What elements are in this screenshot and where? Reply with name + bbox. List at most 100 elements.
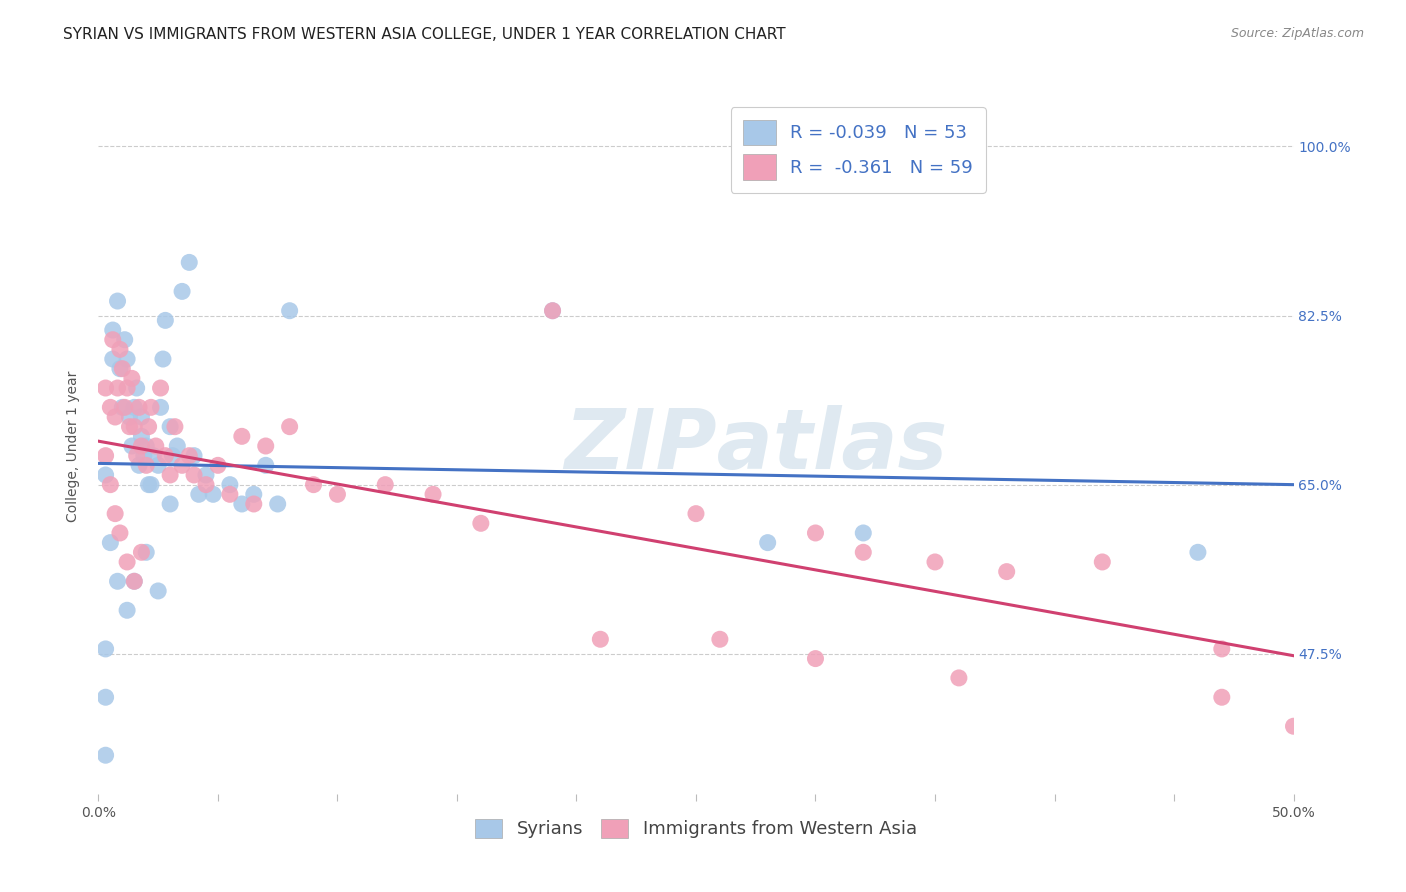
Point (149, 381, 172, 395)
Point (148, 583, 170, 598)
Point (118, 410, 141, 425)
Point (115, 555, 138, 569)
Point (1282, 719, 1305, 733)
Point (231, 497, 253, 511)
Point (94, 642, 117, 657)
Point (1211, 642, 1233, 657)
Point (852, 526, 875, 541)
Point (101, 333, 124, 347)
Point (254, 458, 277, 473)
Point (121, 371, 143, 385)
Point (94, 467, 117, 482)
Point (589, 632, 612, 647)
Point (163, 419, 186, 434)
Point (142, 449, 165, 463)
Point (131, 410, 153, 425)
Point (131, 545, 153, 559)
Point (98, 477, 122, 491)
Point (187, 487, 209, 501)
Point (231, 429, 253, 443)
Point (128, 401, 150, 415)
Point (172, 458, 194, 473)
Point (107, 574, 129, 589)
Point (125, 381, 148, 395)
Point (108, 343, 131, 357)
Point (172, 285, 194, 299)
Point (166, 439, 188, 453)
Point (94, 690, 117, 705)
Point (94, 381, 117, 395)
Point (121, 439, 143, 453)
Point (202, 487, 225, 501)
Point (1091, 555, 1114, 569)
Point (219, 487, 242, 501)
Text: SYRIAN VS IMMIGRANTS FROM WESTERN ASIA COLLEGE, UNDER 1 YEAR CORRELATION CHART: SYRIAN VS IMMIGRANTS FROM WESTERN ASIA C… (63, 27, 786, 42)
Point (685, 507, 707, 521)
Point (267, 497, 290, 511)
Point (138, 477, 160, 491)
Point (139, 477, 162, 491)
Point (148, 458, 170, 473)
Point (278, 303, 301, 318)
Point (183, 449, 205, 463)
Point (138, 419, 160, 434)
Point (131, 439, 153, 453)
Point (159, 419, 181, 434)
Point (108, 361, 131, 376)
Point (155, 313, 177, 327)
Point (111, 401, 134, 415)
Point (243, 487, 266, 501)
Point (115, 381, 138, 395)
Point (159, 467, 181, 482)
Point (104, 507, 127, 521)
Point (243, 497, 266, 511)
Point (804, 651, 827, 665)
Text: Source: ZipAtlas.com: Source: ZipAtlas.com (1230, 27, 1364, 40)
Point (149, 401, 172, 415)
Point (115, 351, 138, 366)
Point (162, 449, 184, 463)
Text: ZIP​atlas: ZIP​atlas (564, 406, 948, 486)
Point (135, 545, 157, 559)
Point (804, 526, 827, 541)
Point (135, 439, 157, 453)
Point (195, 477, 218, 491)
Point (541, 303, 564, 318)
Point (1187, 545, 1209, 559)
Point (326, 487, 349, 501)
Point (183, 467, 205, 482)
Point (709, 632, 731, 647)
Point (118, 419, 141, 434)
Point (179, 449, 201, 463)
Point (139, 401, 162, 415)
Point (132, 449, 155, 463)
Point (422, 487, 444, 501)
Point (948, 671, 970, 685)
Point (108, 526, 131, 541)
Point (131, 429, 153, 443)
Point (98, 401, 122, 415)
Point (98, 535, 122, 549)
Point (124, 574, 146, 589)
Point (107, 294, 129, 309)
Point (115, 603, 138, 617)
Point (107, 381, 129, 395)
Point (179, 255, 201, 269)
Point (124, 401, 146, 415)
Point (94, 748, 117, 763)
Point (924, 555, 946, 569)
Point (254, 439, 277, 453)
Point (852, 545, 875, 559)
Point (278, 419, 301, 434)
Point (155, 449, 177, 463)
Point (995, 565, 1018, 579)
Point (470, 516, 492, 531)
Point (101, 323, 124, 337)
Point (195, 467, 218, 482)
Legend: Syrians, Immigrants from Western Asia: Syrians, Immigrants from Western Asia (465, 810, 927, 847)
Point (152, 351, 174, 366)
Point (125, 449, 148, 463)
Point (756, 535, 779, 549)
Point (302, 477, 325, 491)
Point (94, 449, 117, 463)
